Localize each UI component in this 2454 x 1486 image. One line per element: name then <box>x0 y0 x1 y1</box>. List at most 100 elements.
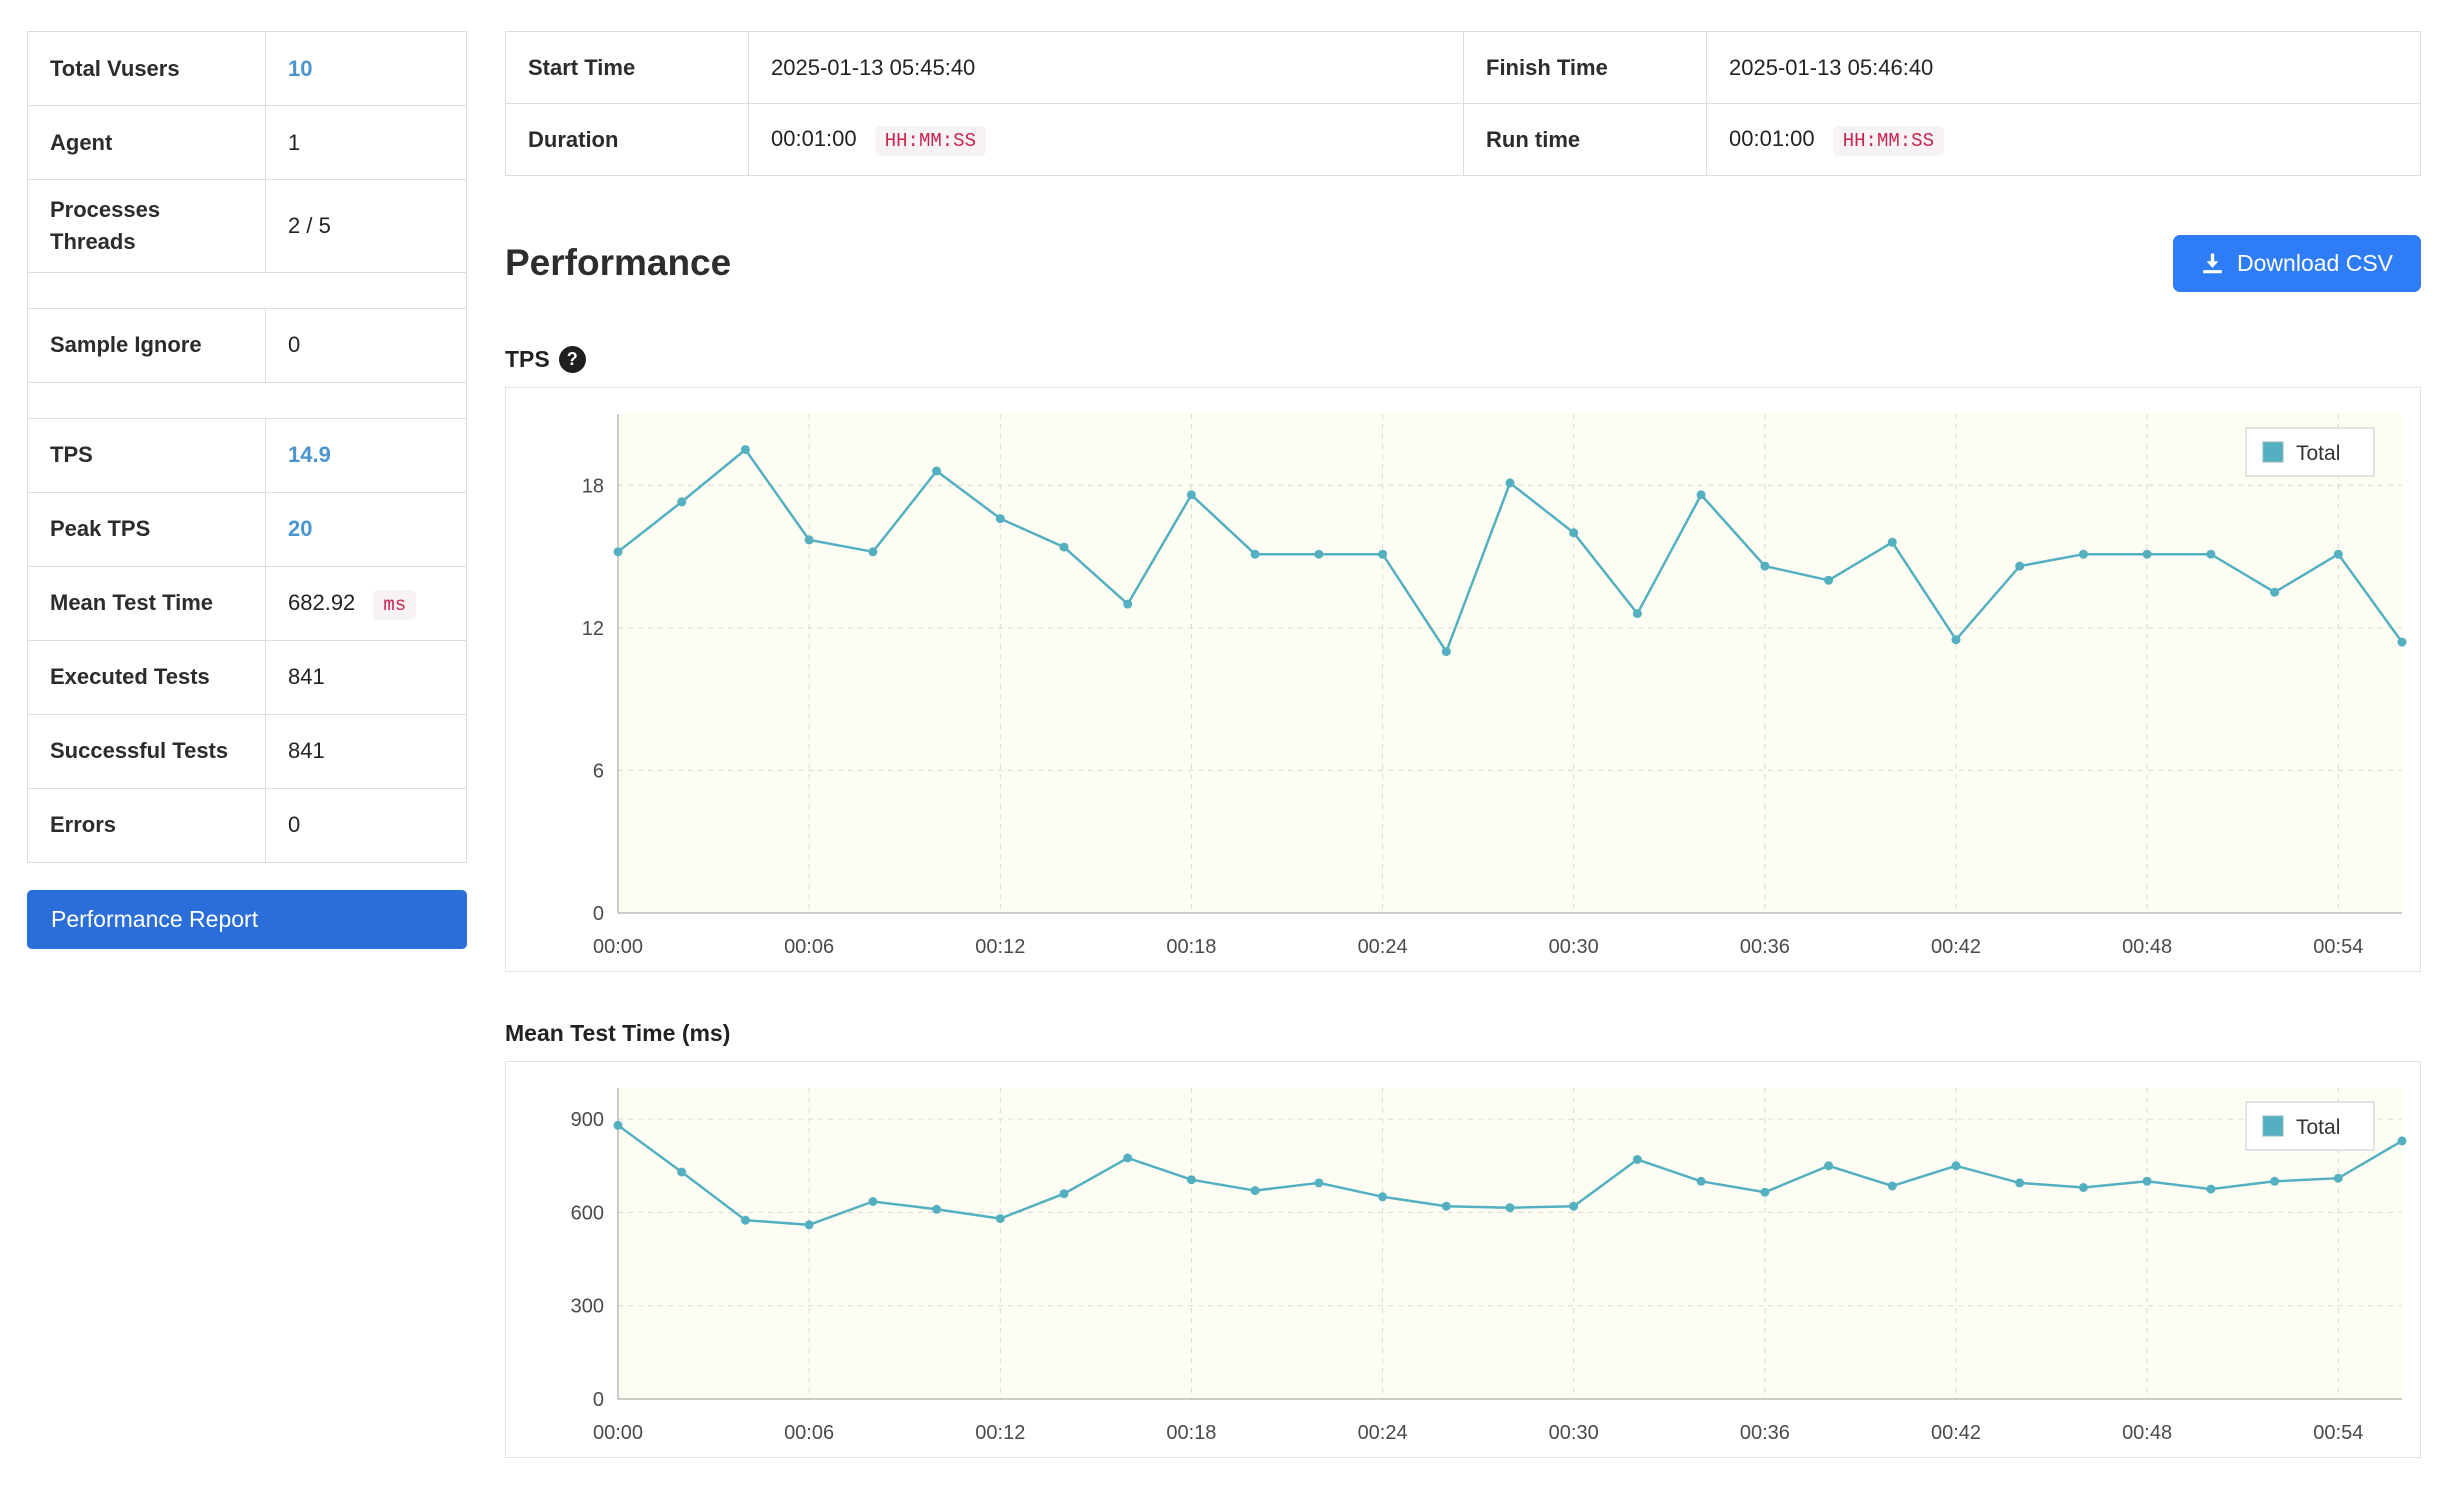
summary-label: Successful Tests <box>27 713 266 789</box>
summary-value: 841 <box>265 713 467 789</box>
download-csv-label: Download CSV <box>2237 249 2393 276</box>
summary-row: Total Vusers 10 <box>27 31 467 106</box>
data-point <box>1441 647 1451 657</box>
summary-row: Successful Tests 841 <box>27 713 467 789</box>
data-point <box>1441 1201 1451 1211</box>
data-point <box>1250 1186 1260 1196</box>
summary-row: Errors 0 <box>27 787 467 863</box>
data-point <box>1250 549 1260 559</box>
data-point <box>1887 537 1897 547</box>
help-icon[interactable]: ? <box>558 346 586 373</box>
chart-svg: 0 300 600 900 00:00 00:06 00:12 00:18 00:24 00:30… <box>571 1088 2407 1444</box>
data-point <box>804 535 814 545</box>
data-point <box>995 1214 1005 1224</box>
x-tick-label: 00:42 <box>1931 936 1981 958</box>
data-point <box>868 547 878 557</box>
x-tick-label: 00:18 <box>1166 1422 1216 1444</box>
summary-value: 20 <box>265 491 467 567</box>
info-value: 2025-01-13 05:46:40 <box>1706 31 2421 104</box>
data-point <box>932 466 942 476</box>
x-tick-label: 00:00 <box>593 936 643 958</box>
summary-label: Sample Ignore <box>27 307 266 383</box>
tps-label-text: TPS <box>505 346 550 372</box>
data-point <box>2015 1178 2025 1188</box>
legend-swatch <box>2262 441 2284 463</box>
tps-chart: 0 6 12 18 00:00 00:06 00:12 00:18 00:24 00:30 00:3… <box>505 387 2421 972</box>
data-point <box>740 445 750 455</box>
data-point <box>804 1220 814 1230</box>
main-content: Start Time 2025-01-13 05:45:40 Finish Time… <box>505 31 2421 1458</box>
x-tick-label: 00:48 <box>2122 1422 2172 1444</box>
data-point <box>740 1215 750 1225</box>
data-point <box>868 1197 878 1206</box>
plot-area <box>618 414 2402 913</box>
data-point <box>1186 490 1196 500</box>
y-tick-label: 300 <box>571 1296 604 1318</box>
summary-row: Peak TPS 20 <box>27 491 467 567</box>
data-point <box>1123 599 1133 609</box>
summary-value: 14.9 <box>265 417 467 493</box>
summary-row: TPS 14.9 <box>27 417 467 493</box>
test-time-table: Start Time 2025-01-13 05:45:40 Finish Time… <box>505 31 2421 176</box>
summary-separator-row <box>27 381 467 419</box>
x-tick-label: 00:54 <box>2313 936 2363 958</box>
y-tick-label: 0 <box>593 1389 604 1411</box>
summary-label: Agent <box>27 105 266 180</box>
chart-svg: 0 6 12 18 00:00 00:06 00:12 00:18 00:24 00:30 00:3… <box>582 414 2407 958</box>
data-point <box>2270 587 2280 597</box>
download-csv-button[interactable]: Download CSV <box>2173 234 2421 292</box>
x-tick-label: 00:06 <box>784 936 834 958</box>
summary-value: 841 <box>265 639 467 715</box>
x-tick-label: 00:06 <box>784 1422 834 1444</box>
data-point <box>1887 1181 1897 1191</box>
data-point <box>2015 561 2025 571</box>
summary-label: TPS <box>27 417 266 493</box>
y-tick-label: 12 <box>582 618 604 640</box>
x-tick-label: 00:42 <box>1931 1422 1981 1444</box>
data-point <box>1760 561 1770 571</box>
data-point <box>1378 549 1388 559</box>
data-point <box>1696 1176 1706 1186</box>
data-point <box>2270 1176 2280 1186</box>
x-tick-label: 00:54 <box>2313 1422 2363 1444</box>
x-tick-label: 00:30 <box>1549 1422 1599 1444</box>
data-point <box>1059 542 1069 552</box>
data-point <box>932 1204 942 1214</box>
y-tick-label: 18 <box>582 475 604 497</box>
info-value: 00:01:00 HH:MM:SS <box>748 103 1464 176</box>
data-point <box>1951 1161 1961 1171</box>
data-point <box>2206 549 2216 559</box>
data-point <box>1760 1187 1770 1197</box>
data-point <box>1505 1203 1515 1213</box>
summary-table-body: Total Vusers 10 Agent 1 Processes Threads 2 /… <box>27 31 467 863</box>
x-tick-label: 00:30 <box>1549 936 1599 958</box>
summary-label: Peak TPS <box>27 491 266 567</box>
data-point <box>1632 1155 1642 1164</box>
x-tick-label: 00:00 <box>593 1422 643 1444</box>
mean-test-time-chart: 0 300 600 900 00:00 00:06 00:12 00:18 00:24 00:30… <box>505 1061 2421 1458</box>
performance-header: Performance Download CSV <box>505 232 2421 294</box>
data-point <box>2397 637 2407 647</box>
info-label: Duration <box>505 103 749 176</box>
data-point <box>1824 575 1834 585</box>
performance-report-button[interactable]: Performance Report <box>27 889 467 949</box>
data-point <box>2078 549 2088 559</box>
summary-value: 2 / 5 <box>265 179 467 273</box>
data-point <box>613 1120 623 1130</box>
x-tick-label: 00:24 <box>1358 936 1408 958</box>
info-row: Duration 00:01:00 HH:MM:SS Run time 00:01:0… <box>505 103 2421 176</box>
x-tick-label: 00:48 <box>2122 936 2172 958</box>
summary-label: Mean Test Time <box>27 565 266 641</box>
data-point <box>2333 549 2343 559</box>
separator-cell <box>27 381 467 419</box>
data-point <box>1696 490 1706 500</box>
data-point <box>1059 1189 1069 1199</box>
y-tick-label: 600 <box>571 1202 604 1224</box>
summary-value: 0 <box>265 307 467 383</box>
data-point <box>677 497 687 507</box>
summary-separator-row <box>27 271 467 309</box>
mean-test-time-section-label: Mean Test Time (ms) <box>505 1020 2421 1047</box>
data-point <box>1632 609 1642 619</box>
summary-row: Executed Tests 841 <box>27 639 467 715</box>
summary-row: Processes Threads 2 / 5 <box>27 179 467 273</box>
